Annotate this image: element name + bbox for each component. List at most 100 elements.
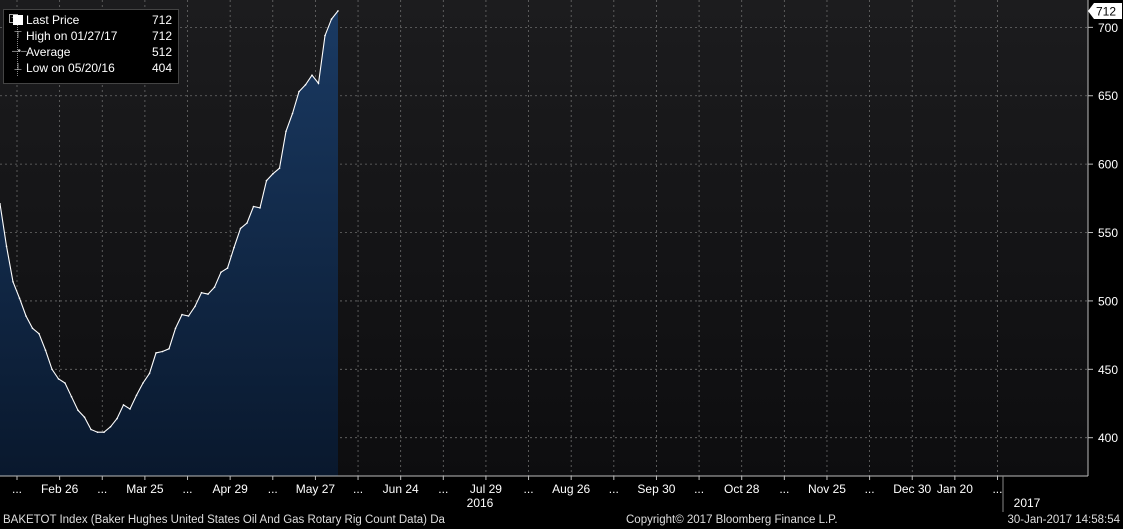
x-tick-label: Jan 20 (937, 482, 973, 496)
legend-value: 404 (152, 61, 173, 75)
x-tick-label: Nov 25 (808, 482, 846, 496)
last-price-tag-shape (1088, 2, 1122, 19)
data-point (129, 408, 131, 410)
data-point (90, 428, 92, 431)
data-point (291, 112, 294, 115)
data-point (252, 205, 255, 208)
data-point (51, 368, 53, 371)
data-point (155, 352, 157, 354)
data-point (194, 305, 196, 308)
data-point (246, 222, 248, 224)
data-point (83, 416, 86, 419)
x-tick-label: ... (865, 482, 875, 496)
data-point (96, 431, 99, 434)
series-area-last-price (0, 10, 338, 477)
x-tick-label: ... (183, 482, 193, 496)
legend-label: High on 01/27/17 (26, 29, 118, 43)
x-tick-label: Oct 28 (724, 482, 760, 496)
average-marker-icon: –•– (12, 46, 27, 57)
y-tick-label: 400 (1098, 431, 1118, 445)
x-tick-label: Mar 25 (126, 482, 164, 496)
data-point (213, 286, 216, 289)
x-tick-label: ... (609, 482, 619, 496)
x-tick-label: Feb 26 (41, 482, 79, 496)
y-tick-label: 450 (1098, 363, 1118, 377)
data-point (103, 431, 105, 434)
data-point (38, 332, 40, 335)
data-point (200, 291, 203, 294)
data-point (0, 203, 1, 205)
legend-value: 712 (152, 13, 173, 27)
data-point (285, 130, 287, 133)
data-point (233, 246, 235, 249)
data-point (187, 315, 190, 317)
last-price-tag-value: 712 (1096, 4, 1116, 18)
data-point (298, 90, 300, 93)
data-point (18, 297, 21, 300)
x-tick-label: ... (524, 482, 534, 496)
data-point (57, 378, 60, 380)
data-point (142, 382, 144, 384)
data-point (135, 394, 138, 397)
low-marker-icon: ⊥ (13, 62, 23, 73)
legend-item-high: ⊤ High on 01/27/17 712 (4, 28, 178, 44)
legend-value: 512 (152, 45, 173, 59)
data-point (304, 84, 307, 86)
data-point (31, 327, 34, 330)
data-point (265, 179, 268, 182)
x-tick-label: Aug 26 (552, 482, 590, 496)
x-tick-label: ... (97, 482, 107, 496)
y-tick-label: 500 (1098, 294, 1118, 308)
data-point (168, 348, 170, 350)
y-tick-label: 700 (1098, 21, 1118, 35)
x-tick-label: ... (268, 482, 278, 496)
legend-item-average: –•– Average 512 (4, 44, 178, 60)
x-tick-label: Sep 30 (637, 482, 675, 496)
x-tick-label: ... (694, 482, 704, 496)
data-point (324, 34, 326, 37)
data-point (272, 172, 274, 175)
data-point (5, 245, 8, 247)
data-point (64, 382, 66, 384)
footer-ticker: BAKETOT Index (Baker Hughes United State… (3, 514, 445, 526)
legend-tree-line (17, 24, 19, 76)
x-axis: ... Feb 26... Mar 25... Apr 29... May 27... J… (0, 475, 1088, 512)
data-point (220, 271, 222, 274)
legend-label: Low on 05/20/16 (26, 61, 115, 75)
legend-label: Average (26, 45, 71, 59)
legend: − Last Price 712 ⊤ High on 01/27/17 712 … (3, 9, 179, 84)
footer-bar: BAKETOT Index (Baker Hughes United State… (0, 512, 1123, 529)
x-tick-label: ... (353, 482, 363, 496)
x-tick-label: May 27 (296, 482, 336, 496)
legend-item-last-price: Last Price 712 (4, 12, 178, 28)
x-tick-label: ... (992, 482, 1002, 496)
year-label-2017: 2017 (1014, 496, 1041, 510)
data-point (278, 167, 281, 169)
footer-copyright: Copyright© 2017 Bloomberg Finance L.P. (626, 514, 838, 526)
data-point (330, 18, 333, 20)
data-point (25, 315, 27, 317)
x-tick-label: Apr 29 (212, 482, 248, 496)
data-point (181, 313, 183, 316)
data-point (207, 293, 209, 295)
year-label-2016: 2016 (467, 496, 494, 510)
data-point (337, 10, 339, 12)
data-point (148, 372, 151, 375)
data-point (239, 227, 242, 230)
data-point (77, 409, 79, 412)
data-point (122, 404, 125, 406)
data-point (116, 417, 118, 420)
data-point (70, 395, 73, 398)
data-point (174, 327, 177, 330)
legend-label: Last Price (26, 13, 80, 27)
data-point (317, 82, 320, 85)
y-tick-label: 600 (1098, 158, 1118, 172)
data-point (12, 281, 14, 283)
high-marker-icon: ⊤ (13, 30, 23, 41)
last-price-tag: 712 (1088, 2, 1122, 19)
data-point (161, 350, 164, 353)
data-point (44, 349, 47, 352)
data-points (0, 10, 339, 434)
area-chart: 400 450 500 550 600 650 700 ... Feb 26... Mar 25… (0, 0, 1122, 512)
